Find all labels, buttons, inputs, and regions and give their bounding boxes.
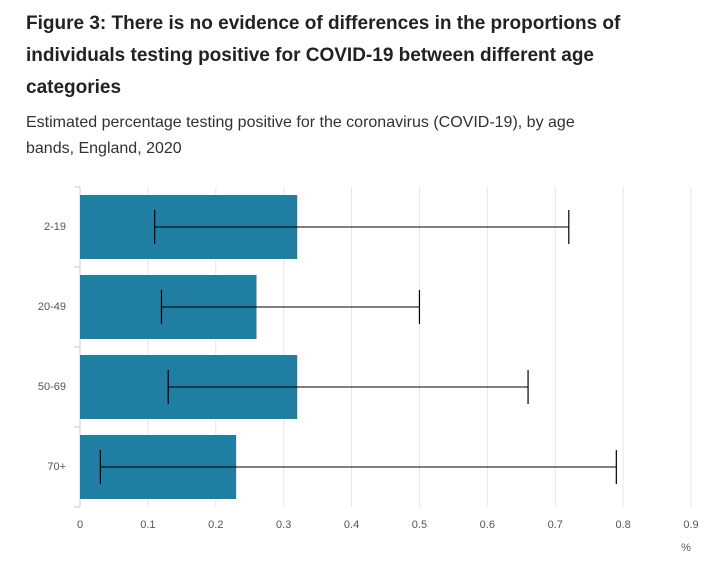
x-tick-label: 0.8 [615, 519, 630, 531]
chart-subtitle: Estimated percentage testing positive fo… [26, 114, 575, 157]
y-tick-label: 70+ [47, 461, 66, 473]
y-tick-label: 2-19 [44, 221, 66, 233]
x-tick-label: 0.5 [412, 519, 427, 531]
x-tick-label: 0.1 [140, 519, 155, 531]
x-tick-label: 0.4 [344, 519, 359, 531]
x-tick-label: 0 [77, 519, 83, 531]
x-tick-label: 0.7 [548, 519, 563, 531]
x-tick-label: 0.9 [683, 519, 698, 531]
y-tick-label: 20-49 [38, 301, 66, 313]
x-tick-label: 0.3 [276, 519, 291, 531]
x-tick-label: 0.6 [480, 519, 495, 531]
chart-title: Figure 3: There is no evidence of differ… [26, 13, 621, 98]
x-tick-label: 0.2 [208, 519, 223, 531]
y-tick-label: 50-69 [38, 381, 66, 393]
x-axis-label: % [681, 542, 691, 554]
